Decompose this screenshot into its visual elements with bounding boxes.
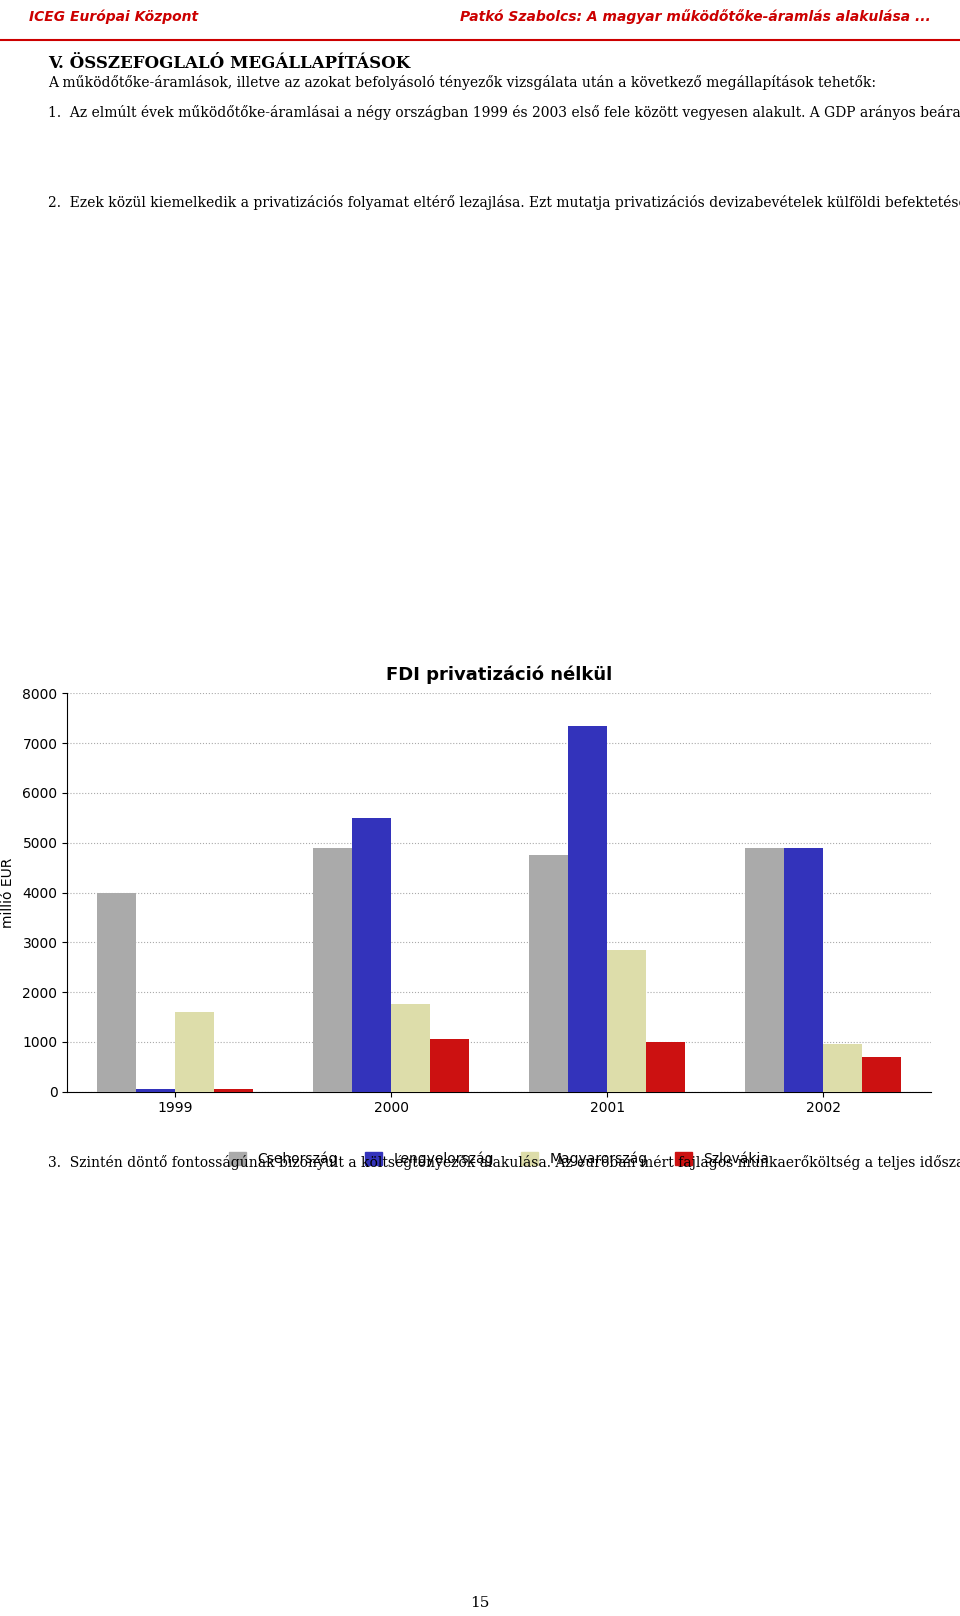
Bar: [214, 1089, 252, 1091]
Bar: [646, 1042, 684, 1091]
Bar: [352, 818, 391, 1091]
Text: 15: 15: [470, 1597, 490, 1610]
Bar: [175, 1012, 214, 1091]
Bar: [568, 726, 607, 1091]
Text: 1.  Az elmúlt évek működőtőke-áramlásai a négy országban 1999 és 2003 első fele : 1. Az elmúlt évek működőtőke-áramlásai a…: [48, 105, 960, 120]
Bar: [745, 848, 784, 1091]
Bar: [391, 1005, 430, 1091]
Bar: [98, 892, 136, 1091]
Text: Patkó Szabolcs: A magyar működőtőke-áramlás alakulása ...: Patkó Szabolcs: A magyar működőtőke-áram…: [461, 10, 931, 24]
Text: ICEG Európai Központ: ICEG Európai Központ: [29, 10, 198, 24]
Text: 3.  Szintén döntő fontosságúnak bizonyult a költségtényezők alakulása. Az euróba: 3. Szintén döntő fontosságúnak bizonyult…: [48, 1155, 960, 1170]
Bar: [823, 1044, 862, 1091]
Text: 2.  Ezek közül kiemelkedik a privatizációs folyamat eltérő lezajlása. Ezt mutatj: 2. Ezek közül kiemelkedik a privatizáció…: [48, 196, 960, 210]
Bar: [136, 1089, 175, 1091]
Legend: Csehország, Lengyelország, Magyarország, Szlovákia: Csehország, Lengyelország, Magyarország,…: [224, 1146, 775, 1172]
Bar: [607, 950, 646, 1091]
Bar: [313, 848, 352, 1091]
Bar: [430, 1039, 468, 1091]
Text: V. ÖSSZEFOGLALÓ MEGÁLLAPÍTÁSOK: V. ÖSSZEFOGLALÓ MEGÁLLAPÍTÁSOK: [48, 55, 410, 73]
Y-axis label: millió EUR: millió EUR: [1, 858, 15, 928]
Text: A működőtőke-áramlások, illetve az azokat befolyásoló tényezők vizsgálata után a: A működőtőke-áramlások, illetve az azoka…: [48, 76, 876, 90]
Bar: [784, 848, 823, 1091]
Bar: [529, 855, 568, 1091]
Title: FDI privatizáció nélkül: FDI privatizáció nélkül: [386, 666, 612, 684]
Bar: [862, 1057, 900, 1091]
